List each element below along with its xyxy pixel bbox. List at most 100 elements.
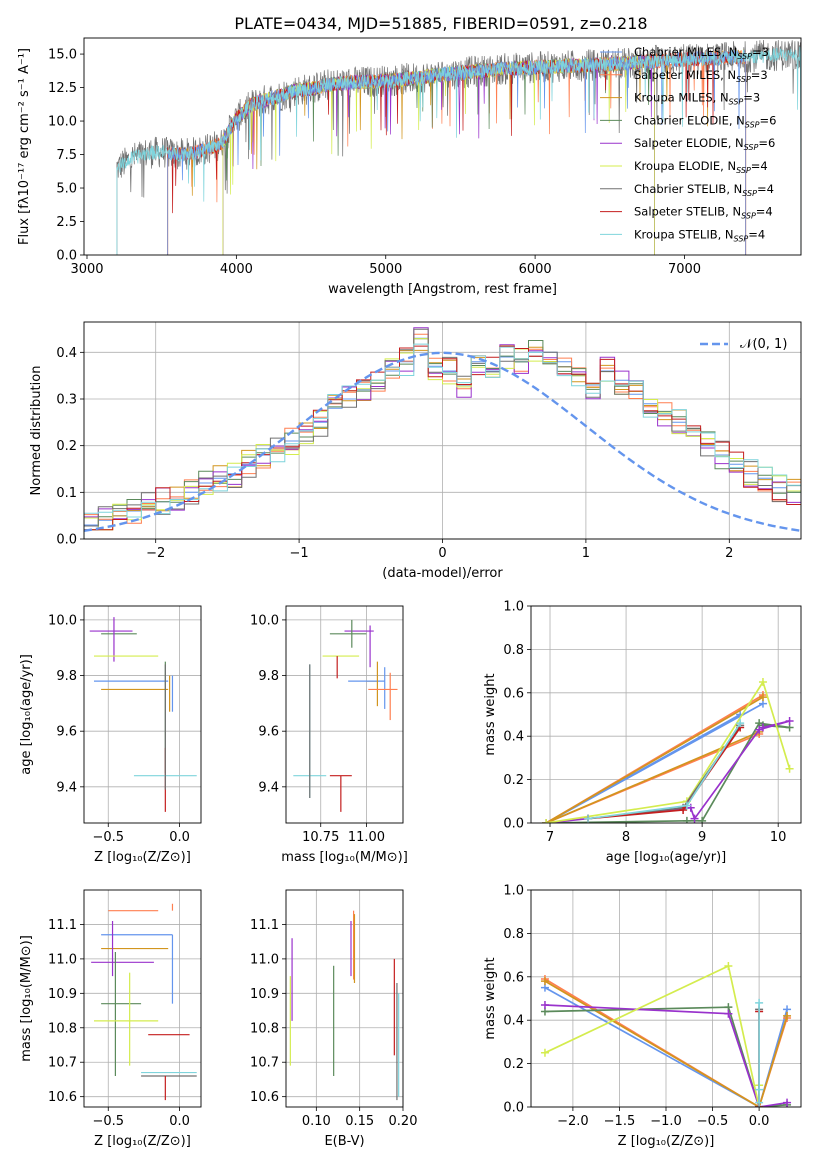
y-tick-label: 0.4 <box>503 730 524 745</box>
weight-marker <box>758 723 767 732</box>
y-tick-label: 11.0 <box>250 952 279 967</box>
x-tick-label: 0.15 <box>345 1114 374 1129</box>
histogram-salpeter-miles <box>84 333 801 539</box>
y-tick-label: 0.8 <box>503 927 524 942</box>
weight-line-chabrier-miles <box>544 986 788 1107</box>
age-vs-mass-panel: 10.75 11.00 9.4 9.6 9.8 10.0 mass [log₁₀(M/M⊙)… <box>250 605 408 865</box>
legend-entry: Kroupa MILES, NSSP=3 <box>634 91 760 107</box>
x-tick-label: 0.20 <box>389 1114 418 1129</box>
legend-entry: Chabrier ELODIE, NSSP=6 <box>634 113 776 129</box>
y-tick-label: 10.7 <box>250 1056 279 1071</box>
y-axis-label: Normed distribution <box>29 366 44 496</box>
weight-marker <box>724 1009 733 1018</box>
weight-line-kroupa-miles <box>544 980 788 1107</box>
plot-area <box>293 619 398 812</box>
y-tick-label: 10.8 <box>250 1021 279 1036</box>
x-tick-label: −1.0 <box>650 1114 682 1129</box>
y-tick-label: 10.9 <box>48 987 77 1002</box>
x-tick-label: 5000 <box>369 262 402 277</box>
weight-marker <box>540 977 549 986</box>
x-tick-label: −1 <box>290 546 309 561</box>
weight-vs-metallicity-panel: −2.0 −1.5 −1.0 −0.5 0.0 0.0 0.2 0.4 0.6 0.8 1.0 Z [… <box>483 884 802 1149</box>
x-tick-label: 10.75 <box>302 830 339 845</box>
axes-frame <box>285 605 404 824</box>
x-axis-label: wavelength [Angstrom, rest frame] <box>328 282 557 297</box>
weight-marker <box>755 1085 764 1094</box>
legend-entry: Chabrier STELIB, NSSP=4 <box>634 182 774 198</box>
x-axis-label: age [log₁₀(age/yr)] <box>606 850 727 865</box>
x-tick-label: −0.5 <box>697 1114 729 1129</box>
weight-line-kroupa-elodie <box>544 964 760 1107</box>
spectrum-panel: 3000 4000 5000 6000 7000 0.0 2.5 5.0 7.5 10.0 12.5… <box>17 37 802 297</box>
y-tick-label: 9.4 <box>56 780 77 795</box>
weight-marker <box>783 1098 792 1107</box>
x-tick-label: 0.0 <box>169 1114 190 1129</box>
y-tick-label: 2.5 <box>56 215 77 230</box>
histogram-kroupa-miles <box>84 345 801 539</box>
y-tick-label: 10.6 <box>250 1090 279 1105</box>
weight-marker <box>682 816 691 823</box>
x-tick-label: 1 <box>582 546 590 561</box>
y-tick-label: 10.0 <box>48 115 77 130</box>
spectrum-line-chabrier-elodie <box>222 54 655 255</box>
y-tick-label: 10.8 <box>48 1021 77 1036</box>
x-tick-label: 7000 <box>668 262 701 277</box>
residuals-panel: −2 −1 0 1 2 0.0 0.1 0.2 0.3 0.4 (data-model)/error… <box>29 321 802 581</box>
x-tick-label: −2.0 <box>557 1114 589 1129</box>
weight-marker <box>540 1001 549 1010</box>
y-tick-label: 10.7 <box>48 1056 77 1071</box>
mass-vs-ebv-panel: 0.10 0.15 0.20 10.6 10.7 10.8 10.9 11.0 11.1 E(B-… <box>250 889 418 1149</box>
x-axis-label: E(B-V) <box>324 1134 364 1149</box>
grid <box>531 605 801 824</box>
x-tick-label: 7 <box>546 830 554 845</box>
axes-frame <box>285 889 404 1108</box>
y-tick-label: 10.0 <box>48 613 77 628</box>
y-tick-label: 12.5 <box>48 81 77 96</box>
y-axis-label: mass weight <box>483 673 498 755</box>
x-tick-label: 3000 <box>70 262 103 277</box>
grid <box>286 606 403 823</box>
x-tick-label: 9 <box>698 830 706 845</box>
y-tick-label: 15.0 <box>48 48 77 63</box>
y-axis-label: Flux [fλ10⁻¹⁷ erg cm⁻² s⁻¹ A⁻¹] <box>17 48 32 245</box>
weight-marker <box>542 819 551 823</box>
weight-marker <box>785 764 794 773</box>
y-tick-label: 11.0 <box>48 952 77 967</box>
age-vs-metallicity-panel: −0.5 0.0 9.4 9.6 9.8 10.0 Z [log₁₀(Z/Z⊙)] age [… <box>19 605 202 865</box>
weight-marker <box>755 998 764 1007</box>
x-axis-label: Z [log₁₀(Z/Z⊙)] <box>94 1134 191 1149</box>
mass-vs-metallicity-panel: −0.5 0.0 10.6 10.7 10.8 10.9 11.0 11.1 Z [log₁₀(… <box>19 889 202 1149</box>
axes-frame <box>83 37 802 256</box>
y-tick-label: 0.6 <box>503 970 524 985</box>
plot-area <box>91 903 197 1101</box>
y-tick-label: 0.0 <box>503 1101 524 1116</box>
y-tick-label: 1.0 <box>503 884 524 899</box>
weight-marker <box>698 816 707 823</box>
weight-line-chabrier-miles <box>545 702 764 823</box>
plot-area <box>542 677 794 823</box>
y-tick-label: 0.8 <box>503 643 524 658</box>
x-tick-label: −0.5 <box>92 830 124 845</box>
y-tick-label: 9.4 <box>258 780 279 795</box>
weight-marker <box>758 677 767 686</box>
grid <box>84 606 201 823</box>
y-tick-label: 0.0 <box>503 817 524 832</box>
plot-area <box>116 39 801 255</box>
y-tick-label: 10.0 <box>250 613 279 628</box>
legend-entry: Kroupa ELODIE, NSSP=4 <box>634 159 768 175</box>
plot-area <box>84 327 801 539</box>
weight-vs-age-panel: 7 8 9 10 0.0 0.2 0.4 0.6 0.8 1.0 age [log₁₀(age/yr… <box>483 600 802 865</box>
y-axis-label: mass [log₁₀(M/M⊙)] <box>19 935 34 1062</box>
normal-curve <box>84 351 801 532</box>
y-tick-label: 10.9 <box>250 987 279 1002</box>
legend-entry: Salpeter ELODIE, NSSP=6 <box>634 136 775 152</box>
histogram-kroupa-stelib <box>84 343 801 539</box>
grid <box>531 889 801 1108</box>
axes-frame <box>83 605 202 824</box>
y-tick-label: 0.6 <box>503 686 524 701</box>
y-axis-label: mass weight <box>483 957 498 1039</box>
y-tick-label: 9.8 <box>56 669 77 684</box>
spectrum-line-kroupa-stelib <box>116 46 801 255</box>
weight-marker <box>785 717 794 726</box>
weight-marker <box>758 693 767 702</box>
